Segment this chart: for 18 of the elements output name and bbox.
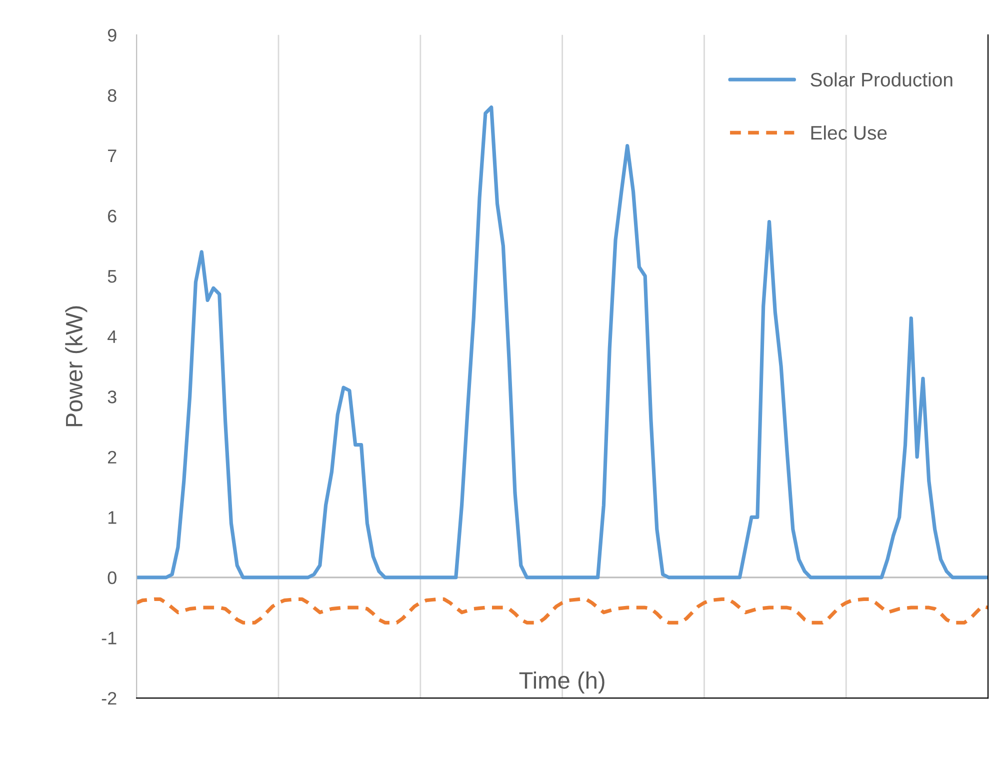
y-tick-label: 4 (108, 330, 117, 343)
line-series (136, 597, 988, 624)
y-tick-label: -2 (102, 692, 116, 705)
y-tick-label: 3 (108, 390, 116, 404)
y-axis-title: Power (kW) (65, 306, 88, 426)
y-tick-label: 2 (108, 450, 116, 464)
y-tick-label: 5 (108, 270, 116, 283)
y-tick-label: 7 (108, 150, 116, 162)
y-tick-label: 8 (108, 89, 116, 102)
y-tick-label: -1 (102, 632, 116, 644)
legend-label: Elec Use (811, 125, 887, 140)
y-tick-label: 0 (108, 571, 116, 584)
x-axis-title: Time (h) (519, 671, 604, 694)
legend-label: Solar Production (810, 72, 952, 87)
y-tick-label: 6 (108, 210, 116, 222)
y-tick-label: 9 (108, 28, 116, 42)
y-tick-label: 1 (108, 511, 116, 524)
line-series (136, 105, 988, 580)
